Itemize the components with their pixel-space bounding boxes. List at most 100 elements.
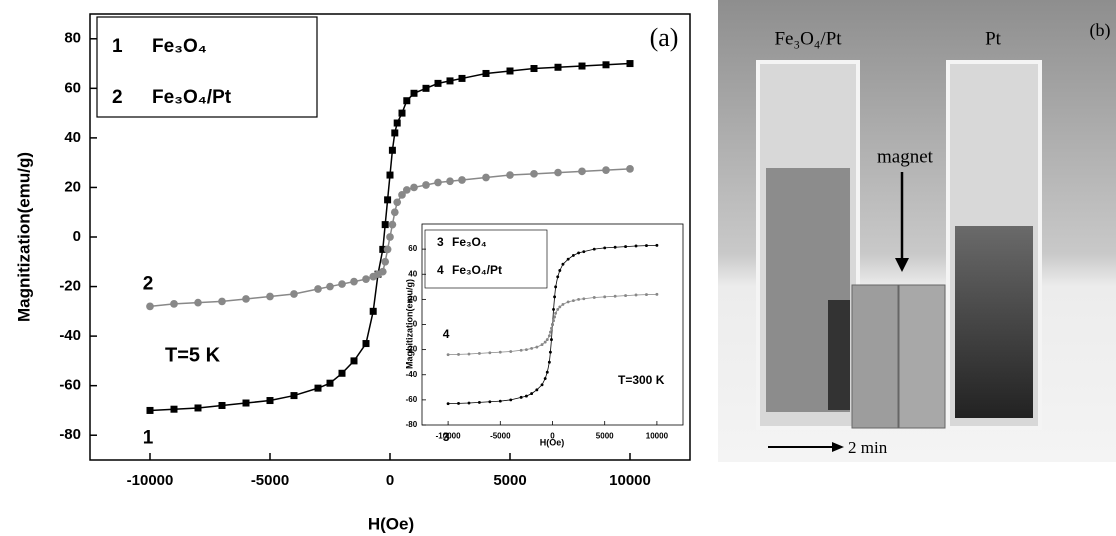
curve-label: 1 [143,427,154,448]
y-tick-label: -20 [59,278,81,295]
data-point [655,244,658,247]
data-point [350,278,358,286]
x-tick-label: 10000 [646,431,669,440]
data-point [488,351,491,354]
data-point [544,341,547,344]
legend-label: Fe₃O₄ [152,36,207,57]
data-point [171,406,178,413]
data-point [389,147,396,154]
condition-label: T=300 K [618,373,665,387]
x-tick-label: -10000 [127,472,174,489]
data-point [558,305,561,308]
x-tick-label: -5000 [490,431,511,440]
data-point [499,351,502,354]
data-point [403,186,411,194]
data-point [391,208,399,216]
data-point [567,300,570,303]
data-point [552,308,555,311]
data-point [403,97,410,104]
time-label: 2 min [848,438,888,457]
y-tick-label: 80 [64,30,81,47]
sample-label: Pt [985,28,1002,49]
y-tick-label: 60 [64,79,81,96]
data-point [389,221,397,229]
data-point [410,184,418,192]
data-point [582,250,585,253]
data-point [535,346,538,349]
data-point [423,85,430,92]
photo-panel: Fe₃O₄/Pt Pt (b) magnet 2 min [718,0,1116,462]
x-tick-label: 0 [386,472,394,489]
data-point [614,295,617,298]
data-point [602,166,610,174]
data-point [562,263,565,266]
data-point [546,371,549,374]
magnet-label: magnet [877,146,934,167]
x-tick-label: 10000 [609,472,651,489]
x-axis-label: H(Oe) [540,437,565,447]
y-tick-label: 60 [408,244,417,253]
x-tick-label: 5000 [493,472,526,489]
data-point [506,171,514,179]
data-point [243,400,250,407]
data-point [379,268,387,276]
legend-number: 3 [437,235,444,249]
y-tick-label: -40 [406,370,418,379]
data-point [552,319,555,322]
legend-number: 2 [112,87,123,108]
y-tick-label: -60 [59,377,81,394]
y-tick-label: 40 [408,269,417,278]
curve-label: 4 [443,327,450,341]
x-axis-label: H(Oe) [368,514,414,533]
data-point [499,400,502,403]
data-point [635,245,638,248]
data-point [556,308,559,311]
data-point [370,308,377,315]
data-point [447,77,454,84]
data-point [482,174,490,182]
condition-label: T=5 K [165,344,221,366]
data-point [553,295,556,298]
data-point [603,295,606,298]
data-point [645,293,648,296]
data-point [384,196,391,203]
data-point [572,299,575,302]
data-point [627,60,634,67]
data-point [218,298,226,306]
data-point [315,385,322,392]
data-point [327,380,334,387]
data-point [381,258,389,266]
data-point [147,407,154,414]
data-point [468,402,471,405]
y-tick-label: -80 [406,420,418,429]
data-point [572,254,575,257]
data-point [579,63,586,70]
data-point [530,170,538,178]
legend-number: 4 [437,263,444,277]
data-point [447,353,450,356]
legend-label: Fe₃O₄/Pt [452,263,502,277]
data-point [351,357,358,364]
data-point [459,75,466,82]
data-point [363,340,370,347]
data-point [195,404,202,411]
sediment [828,300,850,410]
x-tick-label: 5000 [596,431,614,440]
data-point [550,327,553,330]
data-point [562,303,565,306]
data-point [626,165,634,173]
sample-label: Fe₃O₄/Pt [774,28,842,49]
data-point [170,300,178,308]
data-point [578,167,586,175]
data-point [635,294,638,297]
data-point [435,80,442,87]
data-point [267,397,274,404]
data-point [593,248,596,251]
data-point [338,280,346,288]
data-point [458,176,466,184]
data-point [655,293,658,296]
y-tick-label: -80 [59,426,81,443]
data-point [509,398,512,401]
curve-label: 2 [143,273,154,294]
data-point [549,331,552,334]
